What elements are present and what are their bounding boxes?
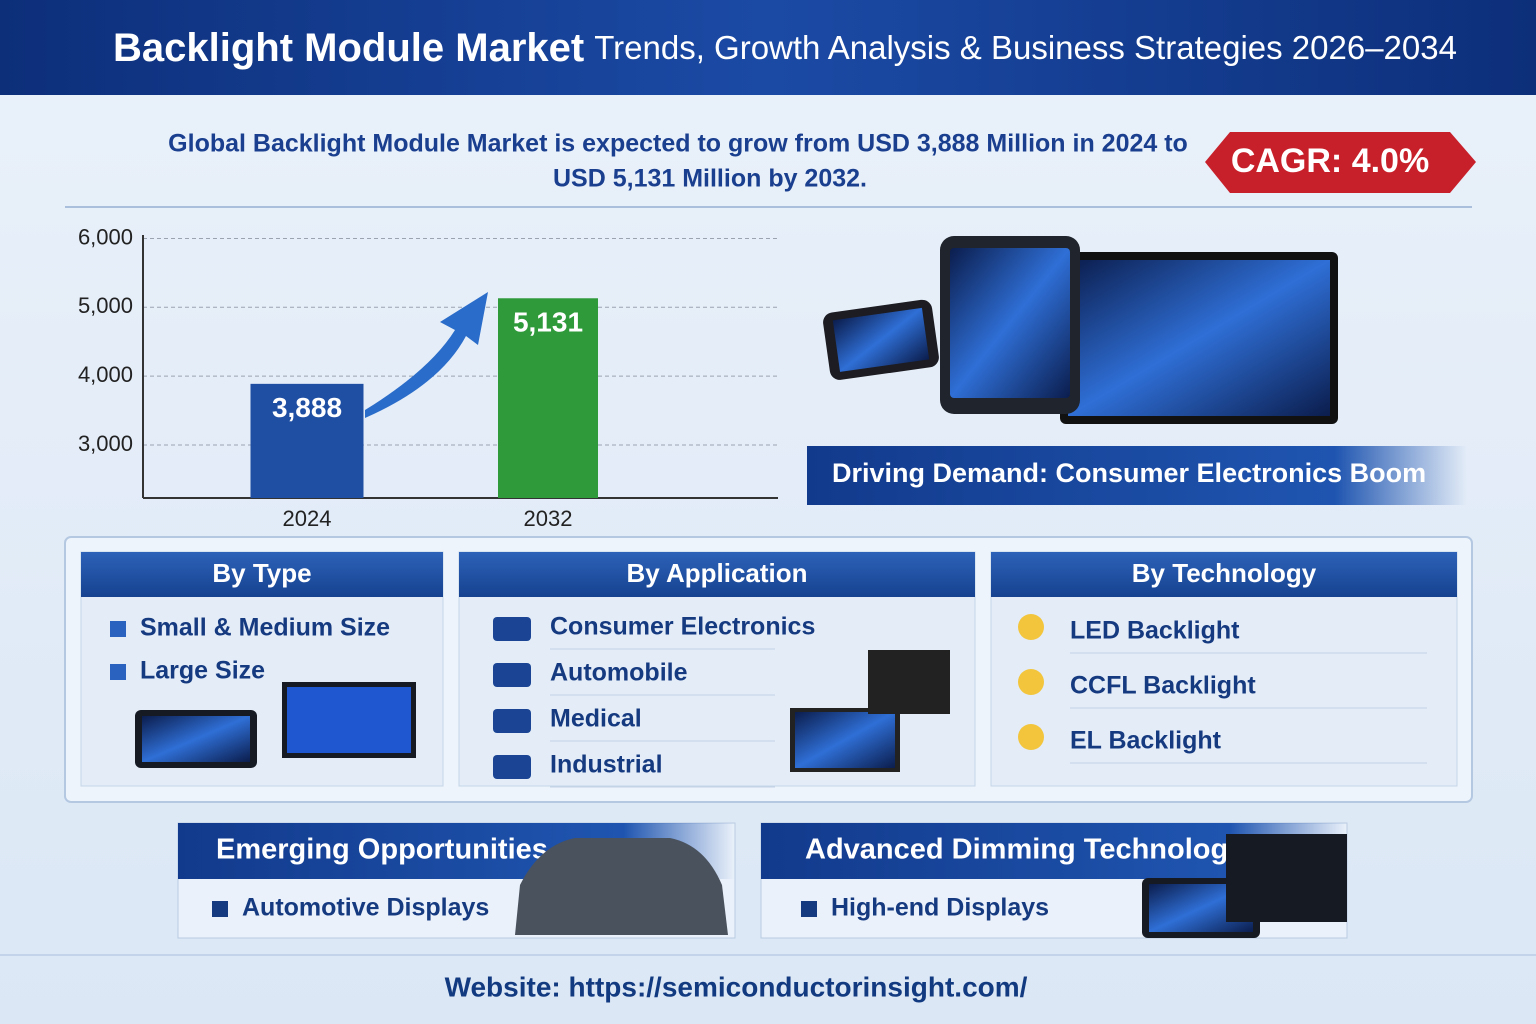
segment-item: Large Size (140, 657, 265, 685)
segment-item: Small & Medium Size (140, 614, 390, 642)
segment-item: Consumer Electronics (550, 613, 815, 641)
y-tick-label: 6,000 (78, 224, 133, 249)
segment-card-header (81, 552, 443, 597)
tablet-screen (142, 716, 250, 762)
item-icon (493, 755, 531, 779)
header-band (0, 0, 1536, 95)
summary-line: Global Backlight Module Market is expect… (168, 130, 1188, 158)
car-image (515, 838, 728, 935)
x-tick-label: 2024 (283, 506, 332, 531)
y-tick-label: 5,000 (78, 293, 133, 318)
monitor-image (1226, 834, 1347, 922)
y-tick-label: 3,000 (78, 431, 133, 456)
segment-title: By Type (212, 558, 311, 588)
bulb-icon (1018, 724, 1044, 750)
segment-item: CCFL Backlight (1070, 672, 1256, 700)
growth-arrow (365, 292, 488, 418)
segment-card-header (991, 552, 1457, 597)
opportunities: Emerging Opportunities Automotive Display… (177, 822, 1348, 939)
cagr-label: CAGR: 4.0% (1231, 142, 1429, 180)
laptop-screen (795, 712, 895, 768)
bar (250, 383, 364, 498)
y-tick-label: 4,000 (78, 362, 133, 387)
item-icon (493, 617, 531, 641)
cagr-badge (1205, 132, 1476, 193)
bulb-icon (1018, 614, 1044, 640)
bar-chart: 3,000 4,000 5,000 6,000 3,888 2024 5,131 2032 (78, 224, 778, 531)
opportunity-title: Advanced Dimming Technology (805, 834, 1244, 866)
highlight-text: Driving Demand: Consumer Electronics Boo… (832, 458, 1426, 488)
x-tick-label: 2032 (524, 506, 573, 531)
bullet (110, 621, 126, 637)
monitor-image (868, 650, 950, 714)
segment-card-header (459, 552, 975, 597)
devices-illustration (823, 236, 1338, 424)
item-icon (493, 663, 531, 687)
segment-item: EL Backlight (1070, 727, 1222, 755)
bullet (212, 901, 228, 917)
opportunity-item: High-end Displays (831, 894, 1049, 922)
opportunity-item: Automotive Displays (242, 894, 489, 922)
segment-title: By Technology (1132, 558, 1317, 588)
bullet (801, 901, 817, 917)
bullet (110, 664, 126, 680)
segment-item: Automobile (550, 659, 688, 687)
bar (498, 298, 598, 498)
segment-title: By Application (626, 558, 807, 588)
header-title: Backlight Module Market Trends, Growth An… (113, 26, 1457, 70)
item-icon (493, 709, 531, 733)
segment-item: Industrial (550, 751, 663, 779)
monitor-screen (287, 687, 411, 753)
segments: By Type Small & Medium Size Large Size By A… (80, 551, 1458, 788)
value-label: 3,888 (272, 392, 342, 423)
bulb-icon (1018, 669, 1044, 695)
segment-item: Medical (550, 705, 642, 733)
summary-line: USD 5,131 Million by 2032. (553, 165, 867, 193)
title-bold: Backlight Module Market (113, 26, 584, 70)
highlight-band (807, 446, 1467, 505)
segment-item: LED Backlight (1070, 617, 1240, 645)
footer-website: Website: https://semiconductorinsight.co… (445, 971, 1028, 1002)
opportunity-title: Emerging Opportunities (216, 834, 548, 866)
title-rest: Trends, Growth Analysis & Business Strat… (594, 29, 1457, 66)
value-label: 5,131 (513, 307, 583, 338)
